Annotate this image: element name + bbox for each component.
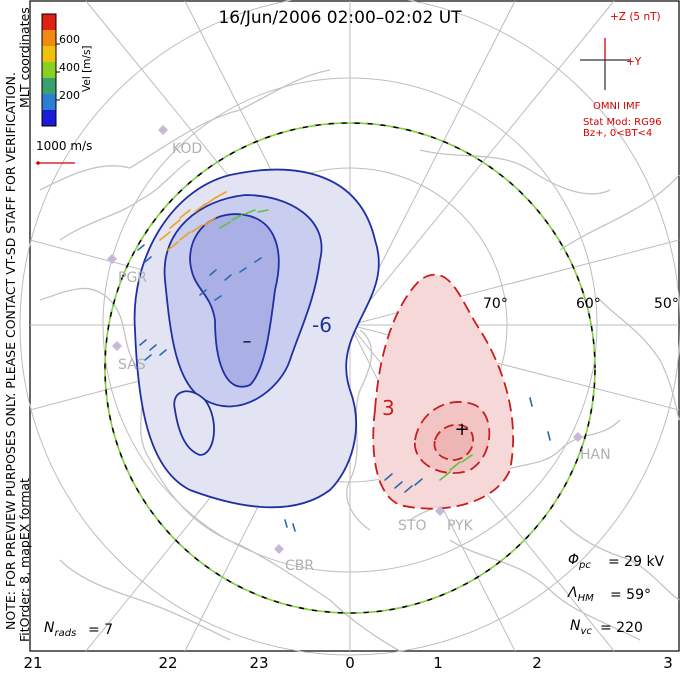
station-sas: SAS [118,357,146,373]
mlt-label-1: 1 [433,654,443,672]
stat-model: Stat Mod: RG96 [583,117,662,128]
imf-condition: Bz+, 0<BT<4 [583,128,653,139]
colorbar-swatch [42,46,56,63]
station-han: HAN [580,447,611,463]
colorbar-tick-200: 200 [59,89,80,102]
contour-label-negative: -6 [312,313,332,337]
lat-label-50: 50° [654,296,679,312]
station-pyk: PYK [447,518,473,534]
coastlines [39,69,680,652]
lat-label-60: 60° [576,296,601,312]
fit-order-note: FitOrder: 8, mapEX format [17,478,32,642]
mlt-label-21: 21 [23,654,43,672]
station-pgr: PGR [118,270,148,286]
mlt-label-23: 23 [249,654,269,672]
mlt-label-22: 22 [158,654,178,672]
preview-note: NOTE: FOR PREVIEW PURPOSES ONLY. PLEASE … [3,72,18,630]
colorbar-swatch [42,94,56,111]
station-sto: STO [398,518,427,534]
lat-label-70: 70° [483,296,508,312]
mlt-label-0: 0 [345,654,355,672]
contour-label-positive: 3 [382,396,395,420]
coordinates-note: MLT coordinates [17,7,32,108]
map-title: 16/Jun/2006 02:00–02:02 UT [218,8,462,28]
velocity-vectors [137,191,551,532]
station-kod: KOD [172,141,203,157]
colorbar-swatch [42,14,56,31]
colorbar-swatch [42,78,56,95]
vector-scale-label: 1000 m/s [36,139,93,153]
imf-z-label: +Z (5 nT) [610,11,661,23]
negative-potential-cell [133,168,380,509]
phi-pc-symbol: Φpc [568,552,591,571]
n-vc-value: = 220 [600,620,643,636]
n-rads-symbol: Nrads [44,620,77,639]
n-rads-value: = 7 [88,622,114,638]
colorbar-ticks [56,43,60,101]
hm-boundary-green [104,122,596,614]
plot-frame [29,0,680,652]
mlt-label-2: 2 [532,654,542,672]
lambda-hm-value: = 59° [610,587,651,603]
colorbar-tick-400: 400 [59,61,80,74]
positive-potential-cell [372,273,515,510]
station-cbr: CBR [285,558,315,574]
colorbar-swatch [42,62,56,79]
lambda-hm-symbol: ΛHM [568,585,594,604]
potential-min-marker: – [243,331,252,352]
mlt-label-3: 3 [663,654,673,672]
radar-station-markers [107,125,583,554]
imf-source: OMNI IMF [593,101,641,112]
n-vc-symbol: Nvc [570,618,592,637]
velocity-colorbar [41,13,57,127]
vector-scale-dot [36,161,40,165]
colorbar-tick-600: 600 [59,33,80,46]
imf-y-label: +Y [626,56,642,68]
colorbar-swatch [42,30,56,47]
phi-pc-value: = 29 kV [608,554,665,570]
colorbar-swatch [42,110,56,127]
potential-max-marker: + [454,419,469,440]
colorbar-label: Vel [m/s] [81,45,93,92]
